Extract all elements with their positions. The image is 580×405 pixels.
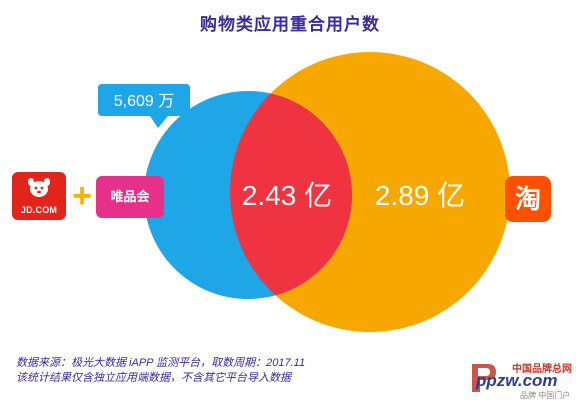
overlap-region (230, 91, 352, 299)
right-set-label: 2.89 亿 (375, 180, 465, 211)
left-set-callout: 5,609 万 (98, 84, 190, 128)
intersection-label: 2.43 亿 (242, 180, 332, 211)
watermark-url-text: ppzw.com (476, 371, 558, 390)
left-set-label: 5,609 万 (114, 93, 175, 110)
plus-icon: + (72, 177, 92, 215)
taobao-logo: 淘 (505, 176, 551, 222)
watermark-logo-icon (472, 364, 496, 392)
callout-bubble (98, 84, 190, 128)
source-line-1: 数据来源：极光大数据 iAPP 监测平台，取数周期：2017.11 (16, 357, 306, 369)
chart-title: 购物类应用重合用户数 (200, 15, 380, 34)
jd-logo: JD.COM (12, 172, 66, 220)
source-line-2: 该统计结果仅含独立应用端数据，不含其它平台导入数据 (16, 372, 291, 384)
data-source-note: 数据来源：极光大数据 iAPP 监测平台，取数周期：2017.11 该统计结果仅… (16, 356, 436, 386)
watermark-cn-text: 中国品牌总网 (512, 364, 572, 375)
vip-logo: 唯品会 (96, 176, 164, 218)
watermark-sub-text: 品牌 中国门户 (520, 391, 571, 400)
jd-dog-icon (28, 178, 50, 197)
jd-logo-text: JD.COM (20, 205, 58, 215)
